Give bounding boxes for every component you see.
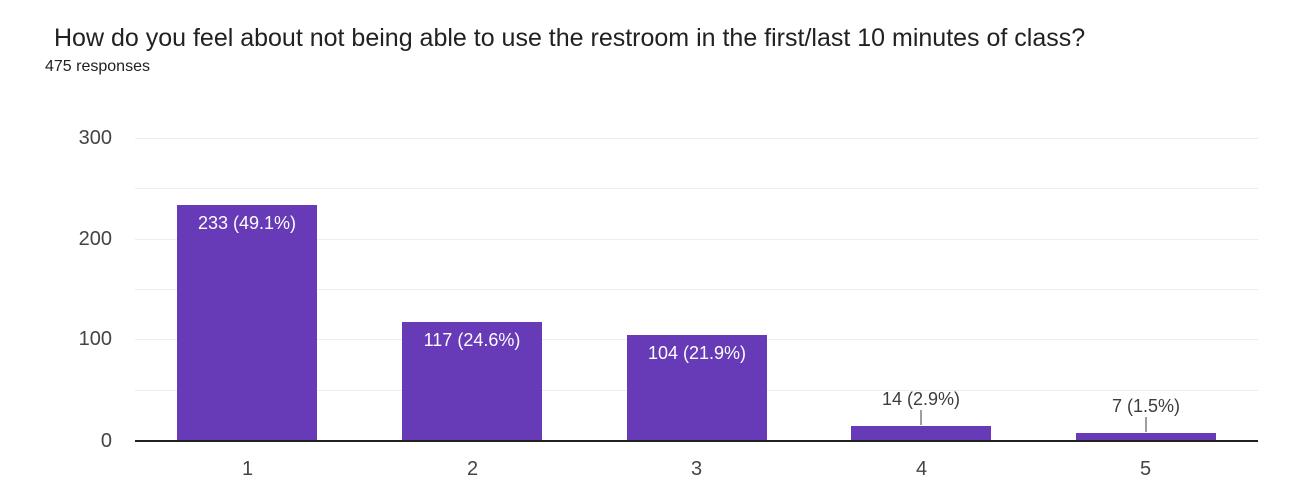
gridline [135,289,1258,290]
gridline [135,239,1258,240]
bar-value-label: 233 (49.1%) [197,213,297,233]
x-axis-tick-label: 1 [241,458,254,480]
x-axis-tick-label: 2 [466,458,479,480]
y-axis-tick-label: 0 [100,430,112,452]
gridline [135,138,1258,139]
label-connector-line [1145,417,1147,432]
bar [1076,433,1216,440]
bar-value-label: 14 (2.9%) [881,389,961,409]
bar [627,335,767,440]
bar-value-label: 117 (24.6%) [423,330,521,350]
question-title: How do you feel about not being able to … [54,24,1086,52]
label-connector-line [920,410,922,425]
bar [851,426,991,440]
x-axis-tick-label: 3 [690,458,703,480]
gridline [135,188,1258,189]
y-axis-tick-label: 200 [78,228,112,250]
x-axis-tick-label: 5 [1139,458,1152,480]
x-axis-baseline [135,440,1258,442]
x-axis-tick-label: 4 [915,458,928,480]
y-axis-tick-label: 300 [78,127,112,149]
bar-value-label: 104 (21.9%) [647,343,747,363]
bar-value-label: 7 (1.5%) [1111,396,1181,416]
bar [177,205,317,440]
response-count: 475 responses [45,58,150,75]
bar [402,322,542,440]
y-axis-tick-label: 100 [78,328,112,350]
